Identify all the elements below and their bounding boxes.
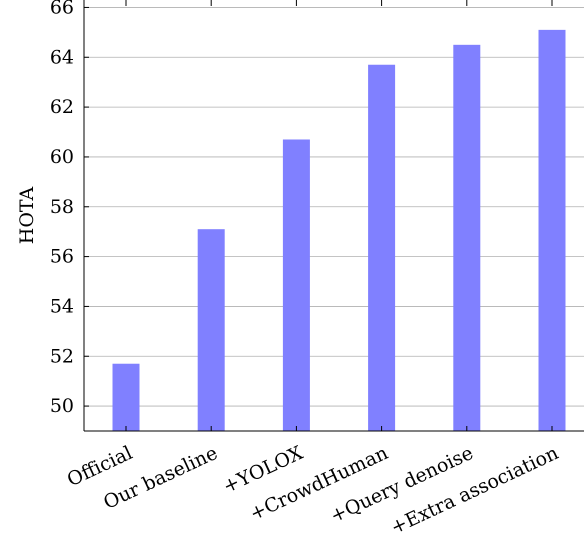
bar-5: [538, 29, 566, 431]
y-tick-labels: 50 52 54 56 58 60 62 64 66: [50, 0, 74, 417]
y-tick-label: 54: [50, 295, 74, 317]
bar-1: [197, 229, 225, 431]
bars: [112, 29, 566, 432]
y-tick-label: 56: [50, 246, 74, 268]
bar-3: [368, 64, 396, 432]
y-axis-label: HOTA: [16, 186, 38, 244]
y-tick-label: 58: [50, 196, 74, 218]
y-tick-label: 52: [50, 345, 74, 367]
y-tick-label: 62: [50, 96, 74, 118]
y-tick-label: 64: [50, 46, 74, 68]
bar-0: [112, 363, 140, 431]
y-tick-label: 66: [50, 0, 74, 18]
y-tick-label: 50: [50, 395, 74, 417]
axes: [83, 0, 584, 432]
grid-lines: [84, 7, 584, 407]
bar-2: [282, 139, 310, 432]
y-tick-label: 60: [50, 146, 74, 168]
bar-4: [453, 44, 481, 431]
